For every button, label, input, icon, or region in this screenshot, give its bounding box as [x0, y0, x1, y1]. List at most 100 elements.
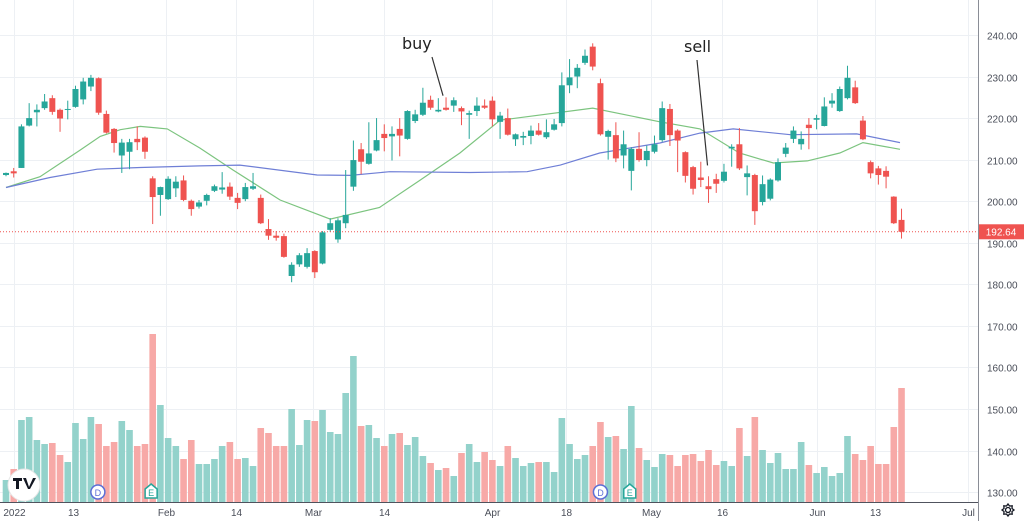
- candle: [450, 97, 457, 112]
- volume-bar: [682, 455, 689, 502]
- earnings-marker[interactable]: E: [623, 483, 637, 499]
- candle-body: [705, 186, 712, 190]
- candle-body: [87, 77, 94, 87]
- candle: [805, 118, 812, 150]
- volume-bar: [558, 418, 566, 502]
- volume-bar: [697, 461, 705, 502]
- volume-bar: [95, 424, 102, 502]
- volume-bar: [373, 438, 380, 502]
- candle: [636, 132, 643, 162]
- volume-bar: [380, 446, 388, 502]
- candle: [296, 253, 303, 267]
- earnings-marker[interactable]: E: [144, 483, 158, 499]
- candle: [3, 172, 9, 177]
- candle-body: [26, 118, 33, 126]
- volume-bar: [581, 455, 589, 502]
- candle-body: [141, 137, 148, 152]
- candle: [404, 110, 411, 140]
- annotations: buy sell: [402, 34, 711, 166]
- candle: [674, 129, 681, 173]
- candle: [226, 182, 233, 200]
- candle-body: [890, 196, 897, 224]
- volume-bar: [489, 460, 496, 502]
- tradingview-logo-icon: [13, 478, 36, 489]
- volume-bar: [87, 417, 95, 502]
- volume-bar: [628, 406, 635, 502]
- time-tick-label: 14: [231, 508, 243, 519]
- price-tick-label: 210.00: [987, 157, 1018, 168]
- time-tick-label: Apr: [485, 508, 501, 519]
- candle-body: [288, 264, 295, 276]
- candle-body: [713, 179, 720, 184]
- volume-bar: [404, 445, 411, 502]
- candle-body: [188, 200, 195, 210]
- volume-bar: [604, 437, 612, 502]
- candle: [859, 116, 866, 141]
- candle: [690, 165, 697, 195]
- volume-bar: [33, 440, 41, 502]
- price-tick-label: 200.00: [987, 198, 1018, 209]
- candle: [744, 165, 751, 196]
- candle: [582, 49, 588, 65]
- candle: [126, 138, 133, 170]
- candle: [427, 95, 434, 110]
- volume-bar: [110, 442, 118, 502]
- candle-body: [775, 162, 781, 181]
- tradingview-logo[interactable]: [7, 468, 41, 502]
- time-axis[interactable]: 2022 13 Feb 14 Mar 14 Apr 18 May 16 Jun 13 Jul: [3, 508, 975, 519]
- candle-body: [574, 67, 581, 77]
- volume-bar: [218, 446, 226, 502]
- ma-fast-line: [5, 107, 901, 220]
- candle: [334, 218, 341, 243]
- price-tick-label: 150.00: [987, 406, 1018, 417]
- price-axis-panel[interactable]: [978, 0, 1024, 521]
- dividend-marker[interactable]: D: [90, 484, 106, 500]
- candle-body: [250, 186, 257, 189]
- candle-body: [49, 98, 56, 112]
- candle: [875, 165, 882, 185]
- candle: [844, 65, 851, 100]
- price-tick-label: 170.00: [987, 323, 1018, 334]
- candle-body: [427, 99, 434, 108]
- candle: [327, 218, 334, 232]
- candle-body: [304, 253, 311, 267]
- candle-body: [41, 101, 48, 109]
- volume-bar: [458, 453, 465, 502]
- settings-button[interactable]: [1000, 502, 1016, 518]
- candle: [172, 176, 179, 198]
- candle-body: [782, 147, 789, 154]
- candle-body: [226, 186, 233, 197]
- candle-body: [412, 114, 419, 122]
- price-tick-label: 190.00: [987, 240, 1018, 251]
- candle-body: [10, 171, 17, 174]
- dividend-marker[interactable]: D: [592, 484, 609, 500]
- time-tick-label: May: [642, 508, 661, 519]
- candle-body: [720, 171, 727, 181]
- candle-body: [334, 220, 341, 240]
- candle: [898, 208, 905, 239]
- candle: [389, 126, 395, 161]
- candle-body: [527, 130, 534, 136]
- candle: [782, 143, 789, 158]
- candle-body: [466, 113, 473, 115]
- candle-body: [798, 138, 805, 145]
- candle-body: [636, 148, 643, 161]
- candle: [80, 77, 87, 105]
- volume-bar: [797, 442, 805, 502]
- volume-bar: [751, 417, 759, 502]
- volume-bar: [357, 426, 365, 502]
- price-axis: 240.00 230.00 220.00 210.00 200.00 190.00 180.…: [987, 32, 1018, 500]
- time-tick-label: 13: [68, 508, 80, 519]
- volume-bar: [890, 427, 898, 502]
- candle-body: [381, 133, 388, 139]
- candle: [574, 64, 581, 89]
- candle-body: [265, 229, 272, 236]
- moving-averages: [5, 107, 901, 220]
- candle-body: [373, 140, 380, 151]
- volume-bar: [527, 463, 535, 502]
- candle-body: [520, 135, 527, 138]
- volume-bar: [126, 430, 133, 502]
- time-tick-label: Jul: [962, 508, 975, 519]
